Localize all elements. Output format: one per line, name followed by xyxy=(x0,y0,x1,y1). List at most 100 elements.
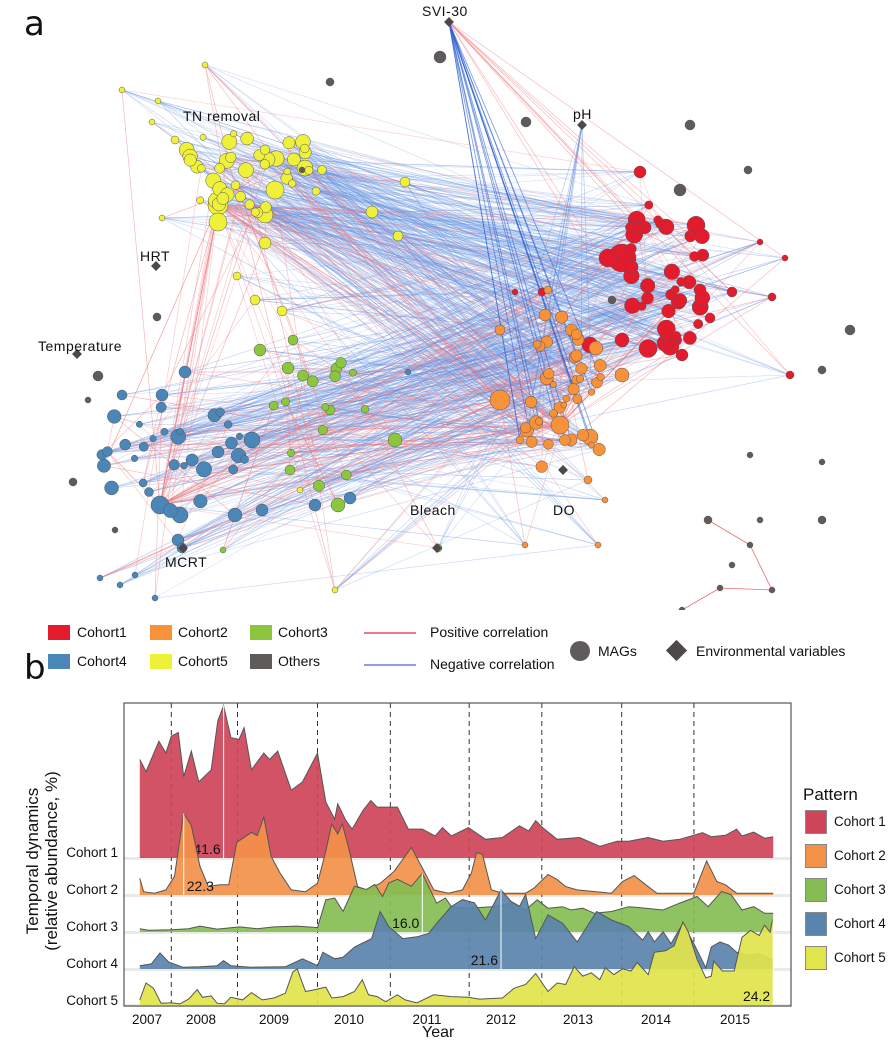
mag-node-blue xyxy=(139,479,147,487)
mag-node-yellow xyxy=(217,192,229,204)
mag-node-gray xyxy=(845,325,855,335)
mag-node-gray xyxy=(747,452,753,458)
mag-node-gray xyxy=(744,166,752,174)
mag-node-gray xyxy=(112,527,118,533)
mag-node-green xyxy=(254,344,266,356)
mag-node-gray xyxy=(93,371,103,381)
mag-node-blue xyxy=(102,447,112,457)
mag-node-blue xyxy=(181,462,188,469)
mag-node-green xyxy=(341,470,351,480)
y-axis-title-line2: (relative abundance, %) xyxy=(42,761,61,961)
mag-node-yellow xyxy=(277,306,287,316)
mag-node-green xyxy=(318,425,327,434)
positive-correlation-edge xyxy=(708,520,750,545)
mag-node-gray xyxy=(685,120,695,130)
mag-node-yellow xyxy=(312,187,320,195)
mag-node-gray xyxy=(85,397,91,403)
mag-node-red xyxy=(645,201,653,209)
mag-node-orange xyxy=(576,363,587,374)
mag-node-yellow xyxy=(283,137,295,149)
pattern-label-cohort1: Cohort 1 xyxy=(834,814,886,829)
mag-node-orange xyxy=(490,390,510,410)
mag-node-blue xyxy=(194,494,208,508)
ridge-area-cohort-2 xyxy=(140,813,773,895)
legend-label-cohort5: Cohort5 xyxy=(178,653,228,669)
mag-node-orange xyxy=(543,439,553,449)
legend-title: Pattern xyxy=(803,785,858,805)
positive-correlation-edge xyxy=(750,545,772,590)
mag-node-red xyxy=(664,264,680,280)
mag-node-orange xyxy=(563,395,570,402)
legend-swatch-cohort3 xyxy=(250,625,272,640)
mag-node-yellow xyxy=(251,208,259,216)
mag-node-red xyxy=(640,278,655,293)
mag-node-blue xyxy=(107,410,121,424)
mag-node-yellow xyxy=(197,164,205,172)
mag-node-yellow xyxy=(215,163,225,173)
mag-node-gray xyxy=(818,366,826,374)
mag-node-blue xyxy=(156,402,166,412)
ridge-baseline xyxy=(124,968,791,971)
mag-node-gray xyxy=(608,296,616,304)
mag-node-gray xyxy=(717,585,723,591)
mag-node-red xyxy=(690,252,700,262)
pattern-swatch-cohort3 xyxy=(805,878,827,902)
mag-node-yellow xyxy=(300,144,309,153)
mag-node-blue xyxy=(229,465,238,474)
mag-node-green xyxy=(336,358,347,369)
mag-node-blue xyxy=(244,432,260,448)
x-tick-label: 2007 xyxy=(132,1012,162,1027)
panel-b-letter: b xyxy=(24,648,46,688)
mag-node-gray xyxy=(69,478,77,486)
ridge-baseline xyxy=(124,894,791,897)
mag-node-yellow xyxy=(332,587,338,593)
legend-swatch-cohort1 xyxy=(48,625,70,640)
ridge-baseline xyxy=(124,931,791,934)
mag-node-orange xyxy=(495,325,505,335)
x-tick-label: 2012 xyxy=(486,1012,516,1027)
mag-node-orange xyxy=(584,476,592,484)
mag-node-red xyxy=(639,340,657,358)
env-label-do: DO xyxy=(553,502,575,518)
mag-node-orange xyxy=(595,542,601,548)
pattern-swatch-cohort4 xyxy=(805,912,827,936)
mag-node-yellow xyxy=(209,213,227,231)
pattern-label-cohort3: Cohort 3 xyxy=(834,882,886,897)
mag-node-red xyxy=(634,166,646,178)
mag-node-red xyxy=(662,304,676,318)
ridge-area-cohort-5 xyxy=(140,916,773,1005)
legend-label-negative: Negative correlation xyxy=(430,656,555,672)
mag-node-yellow xyxy=(230,130,237,137)
legend-label-cohort4: Cohort4 xyxy=(77,653,127,669)
mag-node-green xyxy=(331,498,345,512)
mag-node-blue xyxy=(163,503,177,517)
mag-node-red xyxy=(672,331,681,340)
mag-node-green xyxy=(361,405,369,413)
mag-node-gray xyxy=(704,516,712,524)
ridge-label-cohort3: Cohort 3 xyxy=(66,919,118,934)
mags-circle-icon xyxy=(570,641,590,661)
positive-correlation-line-icon xyxy=(364,632,416,634)
ridge-area-cohort-3 xyxy=(140,873,773,932)
mag-node-orange xyxy=(525,396,537,408)
mag-node-gray xyxy=(819,459,825,465)
mag-node-red xyxy=(654,216,662,224)
mag-node-yellow xyxy=(366,206,378,218)
mag-node-orange xyxy=(536,461,548,473)
mag-node-yellow xyxy=(238,163,253,178)
mag-node-yellow xyxy=(305,166,313,174)
mag-node-red xyxy=(615,333,629,347)
mag-node-orange xyxy=(556,311,568,323)
mag-node-orange xyxy=(516,436,524,444)
mag-node-orange xyxy=(533,340,541,348)
mag-node-blue xyxy=(131,455,138,462)
ridge-outline xyxy=(140,916,773,1004)
mag-node-orange xyxy=(526,436,537,447)
mag-node-orange xyxy=(594,360,606,372)
mag-node-orange xyxy=(576,375,584,383)
mag-node-blue xyxy=(117,390,127,400)
legend-swatch-cohort5 xyxy=(150,654,172,669)
pattern-swatch-cohort1 xyxy=(805,810,827,834)
mag-node-orange xyxy=(571,350,582,361)
mag-node-orange xyxy=(589,341,603,355)
